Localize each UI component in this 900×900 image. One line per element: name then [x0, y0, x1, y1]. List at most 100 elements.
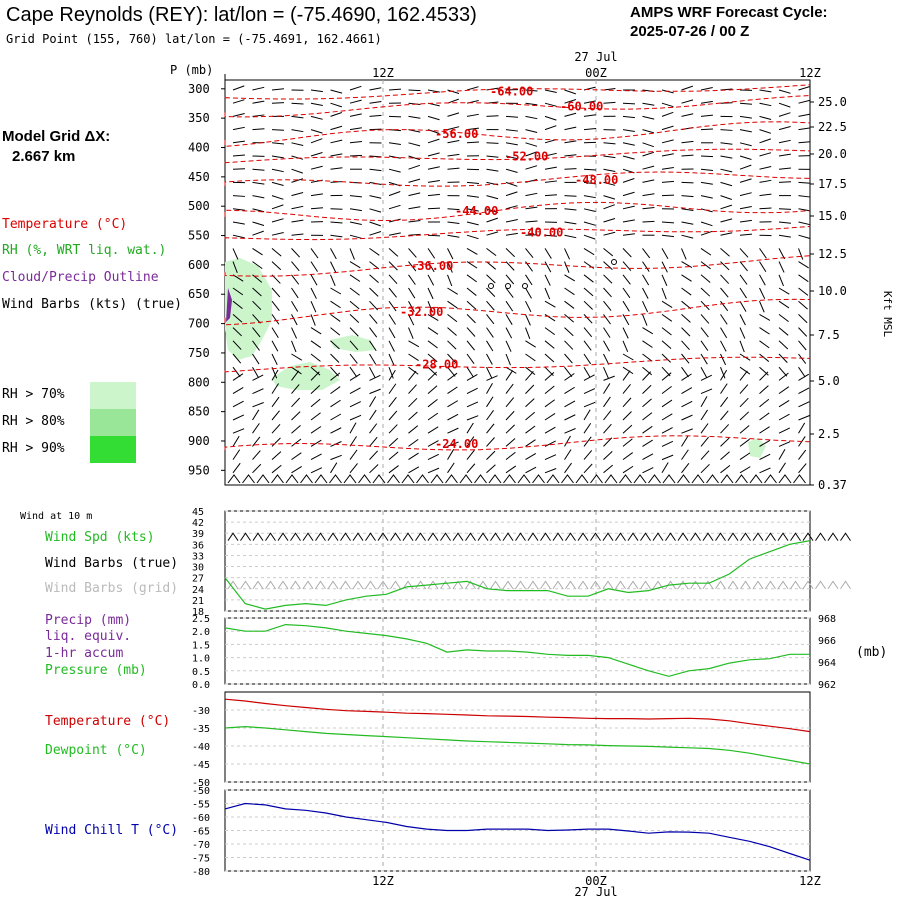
wind-barb-true [627, 532, 639, 541]
wind-barb [349, 300, 360, 310]
wind-barb [720, 168, 733, 173]
wind-barb [291, 340, 297, 353]
pressure-axis-title: (mb) [856, 645, 887, 660]
wind-barb [681, 274, 692, 282]
surface-barb [314, 474, 328, 484]
surface-barb [749, 474, 763, 484]
wind-barb [388, 437, 399, 447]
wind-barb [291, 233, 304, 236]
wind-barb [759, 179, 772, 183]
wind-barb [427, 467, 440, 474]
wind-barb [661, 274, 668, 286]
wind-barb [583, 409, 591, 421]
wind-barb [525, 142, 538, 147]
wind-barb [330, 261, 337, 273]
height-tick-label: 10.0 [818, 284, 847, 298]
wind-barb [778, 462, 786, 474]
wind-barb [447, 327, 457, 336]
panel-y-tick-label: -30 [192, 706, 210, 717]
temperature-contour-label: -60.00 [560, 99, 603, 113]
wind-barb [642, 274, 650, 286]
wind-barb [505, 129, 518, 132]
wind-barb-grid [277, 580, 289, 590]
wind-barb [720, 204, 733, 210]
profile-frame [224, 79, 811, 486]
wind-barb [700, 100, 713, 104]
wind-barb [310, 287, 317, 299]
wind-barb [349, 195, 362, 198]
wind-barb [232, 195, 246, 197]
wind-barb-true [265, 532, 276, 541]
wind-barb-grid [765, 580, 776, 590]
wind-barb [369, 464, 379, 474]
surface-barb [648, 474, 661, 484]
wind-barb [486, 274, 496, 284]
temperature-contour [224, 435, 811, 451]
wind-barb [408, 397, 418, 408]
wind-barb [408, 425, 419, 434]
wind-barb [388, 369, 396, 381]
wind-barb [661, 327, 672, 336]
wind-barb [369, 423, 378, 434]
wind-barb [603, 396, 611, 408]
wind-barb [252, 314, 261, 324]
wind-barb [427, 412, 439, 421]
wind-barb [252, 181, 265, 185]
wind-barb [759, 248, 767, 259]
surface-barb [285, 474, 299, 484]
wind-barb [759, 261, 767, 273]
height-tick-label: 7.5 [818, 328, 840, 342]
wind-barb [310, 371, 320, 381]
wind-barb [466, 113, 479, 117]
pressure-tick-label: 300 [188, 82, 210, 96]
wind-barb [700, 388, 713, 395]
wind-barb [720, 129, 733, 131]
temperature-line [224, 698, 811, 733]
panel-y-tick-label: 30 [192, 563, 204, 574]
wind-barb [408, 261, 417, 272]
wind-barb [759, 152, 772, 157]
wind-barb [739, 178, 752, 183]
wind-barb [583, 436, 592, 447]
surface-barb [561, 474, 574, 484]
wind-barb [232, 340, 242, 350]
wind-barb [252, 300, 262, 311]
wind-barb [525, 287, 532, 299]
forecast-cycle-value: 2025-07-26 / 00 Z [630, 23, 750, 40]
wind-barb [544, 125, 557, 131]
wind-barb [427, 207, 441, 210]
wind-barb [739, 466, 751, 474]
top-date-label: 27 Jul [574, 50, 617, 64]
legend-temperature-2m: Temperature (°C) [45, 714, 171, 729]
wind-barb [310, 385, 321, 394]
wind-barb [700, 247, 712, 256]
wind-barb [486, 300, 495, 311]
wind-barb [720, 274, 730, 284]
wind-barb [603, 218, 616, 223]
wind-barb [252, 114, 265, 117]
wind-barb [583, 300, 593, 310]
wind-barb [583, 366, 591, 378]
wind-barb [525, 102, 538, 106]
wind-barb-grid [802, 580, 814, 590]
wind-barb [252, 230, 264, 236]
wind-barb [447, 89, 460, 94]
wind-barb [681, 463, 690, 474]
wind-barb [544, 385, 555, 394]
temperature-contour-label: -32.00 [400, 305, 443, 319]
wind-barb [349, 234, 362, 239]
wind-barb [544, 440, 556, 447]
wind-barb [739, 155, 752, 160]
wind-barb [408, 178, 421, 183]
panel-y-tick-label: -80 [192, 867, 210, 878]
wind-barb [427, 353, 438, 363]
wind-barb [778, 441, 791, 447]
wind-barb [583, 314, 593, 324]
wind-barb [525, 220, 538, 223]
wind-barb [369, 450, 379, 460]
wind-barb [778, 89, 791, 94]
wind-barb [310, 439, 322, 447]
panel-y-tick-label: 39 [192, 529, 204, 540]
wind-barb [466, 422, 474, 434]
wind-barb-true [290, 532, 301, 541]
